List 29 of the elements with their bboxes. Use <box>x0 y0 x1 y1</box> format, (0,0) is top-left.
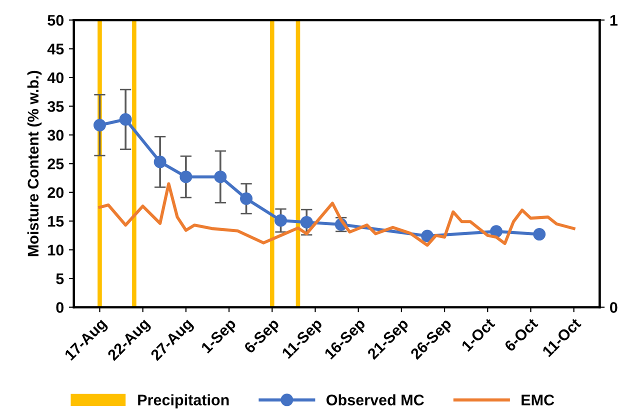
y2-tick-label: 1 <box>610 15 618 26</box>
point <box>93 118 106 132</box>
legend-label: EMC <box>522 394 554 406</box>
legend-label: Observed MC <box>326 394 424 406</box>
y-tick-label: 40 <box>47 72 64 84</box>
y-axis-title: Moisture Content (% w.b.) <box>27 70 42 256</box>
y-tick-label: 35 <box>48 101 64 112</box>
y-tick-label: 30 <box>48 130 64 141</box>
y2-tick-label: 0 <box>610 302 618 313</box>
y-tick-label: 5 <box>56 274 64 284</box>
point <box>214 170 227 184</box>
point <box>421 230 434 242</box>
point <box>274 214 288 227</box>
y-tick-label: 20 <box>48 187 64 198</box>
y-tick-label: 0 <box>56 302 64 313</box>
line-series <box>98 182 576 247</box>
point <box>154 156 166 168</box>
legend-label: Precipitation <box>138 394 229 408</box>
point <box>490 225 503 238</box>
y-tick-label: 45 <box>47 44 64 54</box>
y-tick-label: 25 <box>48 158 64 170</box>
y-tick-label: 15 <box>48 216 64 227</box>
y-tick-label: 50 <box>48 14 64 26</box>
point <box>180 170 192 184</box>
y-tick-label: 10 <box>48 244 64 256</box>
point <box>240 192 253 205</box>
point <box>300 216 313 228</box>
point <box>533 228 546 241</box>
point <box>119 113 132 126</box>
